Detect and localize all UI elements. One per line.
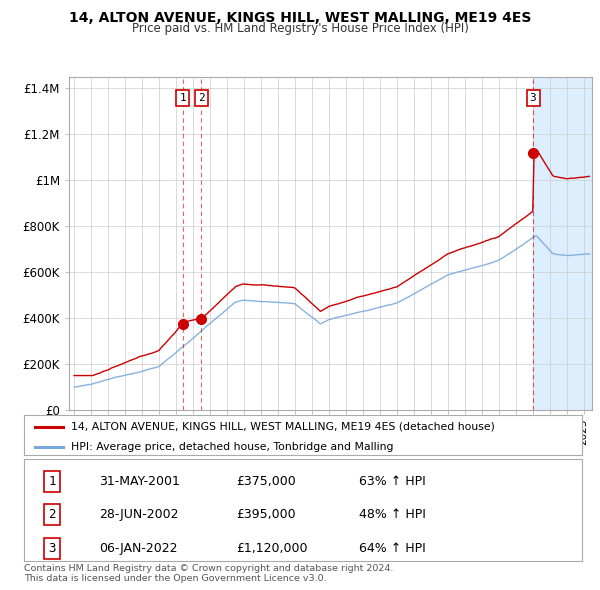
Text: 1: 1	[179, 93, 187, 103]
Text: 14, ALTON AVENUE, KINGS HILL, WEST MALLING, ME19 4ES (detached house): 14, ALTON AVENUE, KINGS HILL, WEST MALLI…	[71, 422, 496, 432]
Text: £375,000: £375,000	[236, 475, 296, 488]
Text: Contains HM Land Registry data © Crown copyright and database right 2024.
This d: Contains HM Land Registry data © Crown c…	[24, 564, 394, 584]
Bar	[533, 77, 592, 410]
Text: 31-MAY-2001: 31-MAY-2001	[100, 475, 180, 488]
Text: £1,120,000: £1,120,000	[236, 542, 308, 555]
Text: 06-JAN-2022: 06-JAN-2022	[100, 542, 178, 555]
Text: HPI: Average price, detached house, Tonbridge and Malling: HPI: Average price, detached house, Tonb…	[71, 442, 394, 452]
Text: 14, ALTON AVENUE, KINGS HILL, WEST MALLING, ME19 4ES: 14, ALTON AVENUE, KINGS HILL, WEST MALLI…	[69, 11, 531, 25]
Text: 63% ↑ HPI: 63% ↑ HPI	[359, 475, 425, 488]
Text: 64% ↑ HPI: 64% ↑ HPI	[359, 542, 425, 555]
Text: 2: 2	[48, 509, 56, 522]
Text: 28-JUN-2002: 28-JUN-2002	[100, 509, 179, 522]
Text: 3: 3	[48, 542, 56, 555]
Text: 48% ↑ HPI: 48% ↑ HPI	[359, 509, 425, 522]
Text: Price paid vs. HM Land Registry's House Price Index (HPI): Price paid vs. HM Land Registry's House …	[131, 22, 469, 35]
Text: 1: 1	[48, 475, 56, 488]
Text: £395,000: £395,000	[236, 509, 296, 522]
Text: 3: 3	[530, 93, 536, 103]
Text: 2: 2	[198, 93, 205, 103]
